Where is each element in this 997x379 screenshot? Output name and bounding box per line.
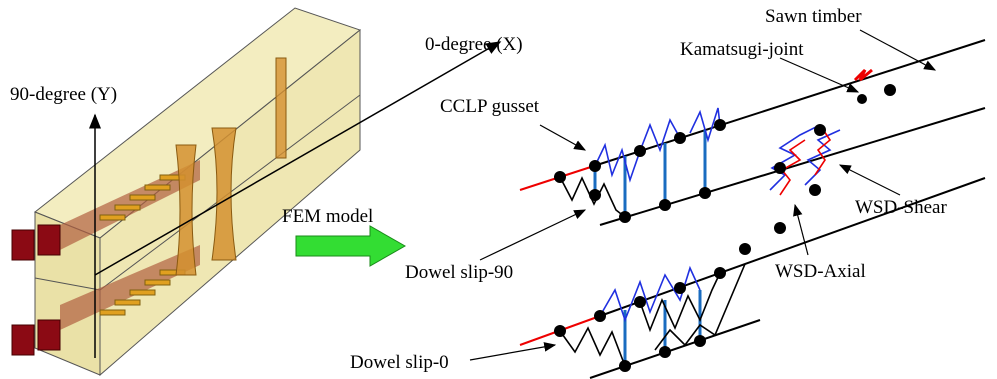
transition-label: FEM model — [282, 206, 373, 227]
dowel-slip-0-label: Dowel slip-0 — [350, 352, 449, 373]
fem-model: CCLP gusset Kamatsugi-joint Sawn timber … — [350, 6, 985, 378]
cclp-gusset-label: CCLP gusset — [440, 96, 540, 117]
plate-end — [12, 230, 34, 260]
axis-y-label: 90-degree (Y) — [10, 84, 117, 105]
axis-x-label: 0-degree (X) — [425, 34, 523, 55]
bolt — [276, 58, 286, 158]
green-arrow — [296, 226, 405, 266]
sawn-timber-label: Sawn timber — [765, 6, 862, 27]
plate-end — [38, 320, 60, 350]
plate-end — [38, 225, 60, 255]
figure: 0-degree (X) 90-degree (Y) FEM model — [0, 0, 997, 379]
wsd-shear-label: WSD-Shear — [855, 197, 947, 218]
wsd-axial-label: WSD-Axial — [775, 261, 866, 282]
springs — [560, 70, 872, 366]
model-3d: 0-degree (X) 90-degree (Y) — [10, 8, 523, 375]
dowel-slip-90-label: Dowel slip-90 — [405, 262, 513, 283]
plate-end — [12, 325, 34, 355]
kamatsugi-joint-label: Kamatsugi-joint — [680, 39, 804, 60]
